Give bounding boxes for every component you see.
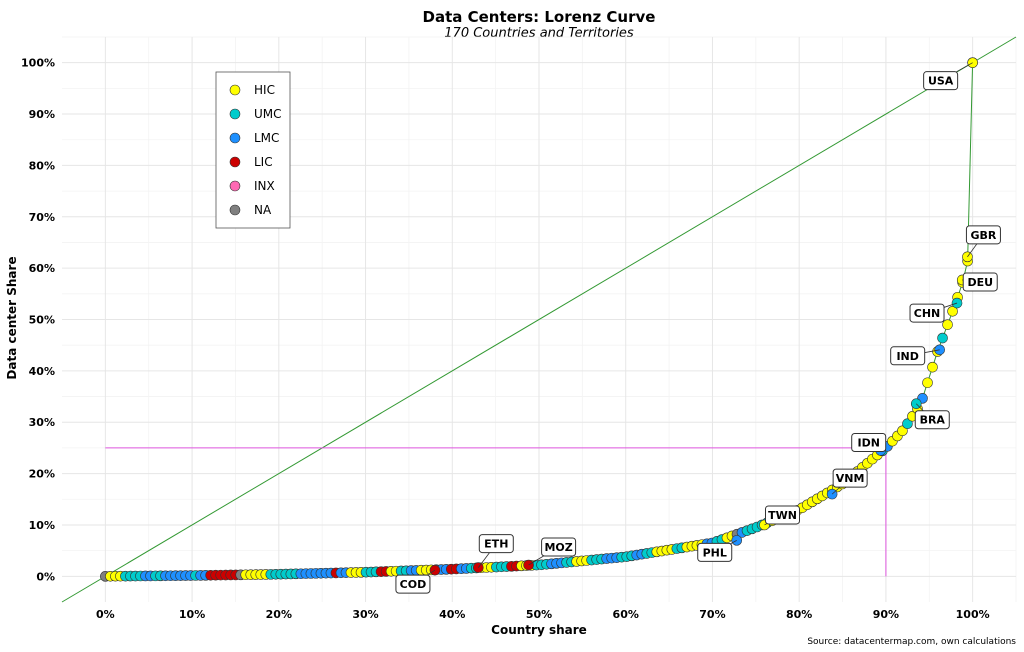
data-point [922,377,933,389]
legend-label: HIC [254,83,275,97]
y-tick-label: 10% [29,519,55,532]
y-tick-label: 70% [29,211,55,224]
x-tick-label: 80% [786,608,812,621]
x-tick-label: 0% [96,608,115,621]
x-tick-label: 50% [526,608,552,621]
x-tick-label: 70% [699,608,725,621]
y-tick-label: 30% [29,416,55,429]
callout-box [764,505,800,525]
chart-title: Data Centers: Lorenz Curve [423,8,656,26]
callout-box [697,542,733,562]
y-tick-label: 50% [29,314,55,327]
callout-label: BRA [920,414,946,427]
callout-box [890,346,926,366]
legend-swatch [229,132,241,144]
callout-box [541,537,577,557]
x-tick-label: 100% [956,608,990,621]
callout-deu: DEU [962,272,998,292]
callout-label: MOZ [544,541,572,554]
callout-box [832,468,868,488]
callout-label: COD [400,578,427,591]
equality-line [61,36,1017,603]
grid [62,36,1017,602]
legend-item-lmc: LMC [229,131,279,145]
legend-item-umc: UMC [229,107,282,121]
source-caption: Source: datacentermap.com, own calculati… [807,637,1016,647]
y-tick-label: 80% [29,159,55,172]
legend-label: UMC [254,107,282,121]
callout-label: VNM [836,472,865,485]
x-tick-label: 60% [613,608,639,621]
reference-lines [61,36,1017,603]
callout-label: ETH [484,538,508,551]
legend-label: NA [254,203,272,217]
y-tick-label: 40% [29,365,55,378]
callout-box [478,534,514,554]
callout-box [914,410,950,430]
callout-ind: IND [890,346,940,366]
callout-gbr: GBR [965,225,1001,258]
data-point [937,332,948,344]
callout-bra: BRA [914,403,950,430]
legend-item-inx: INX [229,179,275,193]
x-tick-label: 20% [266,608,292,621]
x-tick-label: 10% [179,608,205,621]
callout-phl: PHL [697,540,737,562]
data-point [942,319,953,330]
legend-swatch [229,156,241,168]
legend: HIC UMC LMC LIC INX NA [215,71,291,229]
legend-box [215,71,291,229]
legend-label: LIC [254,155,273,169]
callout-box [395,574,431,594]
callout-cod: COD [395,569,436,594]
y-tick-label: 90% [29,108,55,121]
callout-idn: IDN [851,432,887,452]
callout-eth: ETH [477,534,514,568]
country-callouts: USA GBR DEU CHN IND BRA IDN VNM TWN PHL MOZ ETH COD [395,62,1001,594]
callout-label: PHL [703,546,727,559]
callout-box [851,432,887,452]
legend-swatch [229,84,241,96]
callout-label: DEU [967,276,993,289]
axis-ticks: 0% 10% 20% 30% 40% 50% 60% 70% 80% 90% 100% 0% 10% 20… [21,57,990,621]
legend-label: INX [254,179,275,193]
legend-label: LMC [254,131,279,145]
y-tick-label: 0% [36,570,55,583]
data-point [947,306,958,317]
legend-swatch [229,180,241,192]
data-point [927,361,938,373]
y-axis-title: Data center Share [5,256,19,379]
x-tick-label: 90% [873,608,899,621]
y-tick-label: 100% [21,57,55,70]
legend-swatch [229,204,241,216]
callout-box [909,303,945,323]
callout-box [962,272,998,292]
legend-item-hic: HIC [229,83,275,97]
x-axis-title: Country share [491,623,587,637]
callout-label: GBR [970,229,996,242]
data-point [902,418,913,429]
callout-moz: MOZ [528,537,577,566]
callout-label: IDN [857,436,879,449]
callout-twn: TWN [764,505,800,526]
x-tick-label: 40% [439,608,465,621]
x-tick-label: 30% [352,608,378,621]
callout-label: IND [896,350,918,363]
y-tick-label: 60% [29,262,55,275]
y-tick-label: 20% [29,468,55,481]
callout-box [923,71,959,91]
callout-vnm: VNM [831,468,868,495]
callout-label: CHN [914,307,941,320]
callout-label: USA [928,75,954,88]
callout-chn: CHN [909,302,958,323]
callout-box [965,225,1001,245]
callout-usa: USA [923,62,973,91]
legend-swatch [229,108,241,120]
legend-item-lic: LIC [229,155,273,169]
legend-item-na: NA [229,203,272,217]
callout-label: TWN [768,509,797,522]
